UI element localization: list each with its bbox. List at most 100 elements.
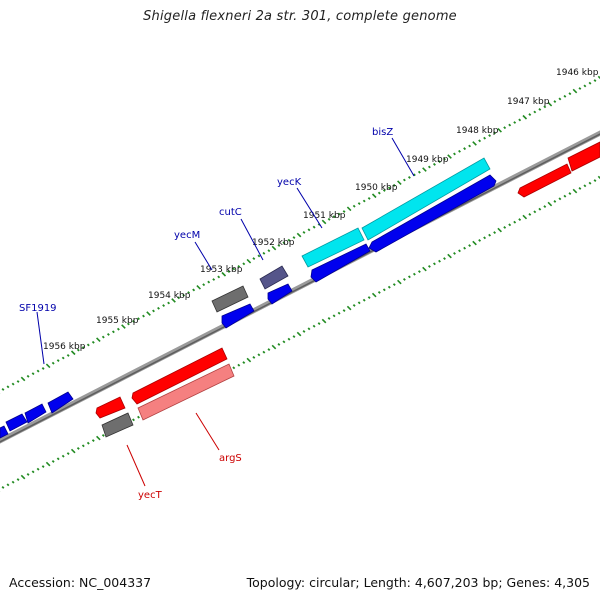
minor-tick bbox=[61, 454, 65, 458]
minor-tick bbox=[593, 179, 597, 183]
minor-tick bbox=[232, 267, 236, 271]
minor-tick bbox=[212, 278, 216, 281]
major-tick bbox=[296, 232, 302, 238]
minor-tick bbox=[488, 134, 492, 138]
major-tick bbox=[171, 298, 176, 303]
gene-label-leaders bbox=[36, 137, 415, 487]
feature-sf1919-blue-3[interactable] bbox=[5, 413, 28, 432]
scale-label: 1946 kbp bbox=[556, 68, 599, 78]
minor-tick bbox=[508, 123, 512, 127]
minor-tick bbox=[588, 81, 592, 85]
minor-tick bbox=[463, 147, 467, 151]
minor-tick bbox=[41, 367, 45, 370]
feature-bisZ-cyan[interactable] bbox=[361, 157, 491, 241]
minor-tick bbox=[528, 113, 532, 117]
minor-tick bbox=[543, 205, 547, 209]
leader-line bbox=[296, 187, 323, 229]
feature-yecT-gray[interactable] bbox=[101, 412, 134, 438]
gene-label-yecM[interactable]: yecM bbox=[174, 230, 200, 241]
feature-yecT-red[interactable] bbox=[95, 396, 126, 419]
feature-yecK-blue[interactable] bbox=[310, 243, 371, 283]
feature-yecM-blue[interactable] bbox=[221, 303, 255, 329]
feature-cutC-dark[interactable] bbox=[259, 265, 289, 290]
feature-yecK-cyan[interactable] bbox=[301, 227, 365, 268]
gene-label-bisZ[interactable]: bisZ bbox=[372, 127, 393, 138]
major-tick bbox=[422, 266, 427, 272]
leader-line bbox=[195, 412, 220, 451]
minor-tick bbox=[287, 238, 291, 242]
feature-sf1919-blue-4[interactable] bbox=[0, 425, 9, 439]
leader-line bbox=[240, 218, 264, 261]
minor-tick bbox=[488, 233, 492, 237]
major-tick bbox=[522, 114, 528, 120]
major-tick bbox=[70, 448, 76, 454]
upper-tick-track bbox=[0, 75, 600, 394]
gene-label-argS[interactable]: argS bbox=[219, 453, 242, 464]
major-tick bbox=[422, 167, 427, 172]
feature-red-far-right[interactable] bbox=[567, 141, 600, 172]
minor-tick bbox=[192, 288, 196, 292]
scale-label: 1953 kbp bbox=[200, 265, 243, 275]
major-tick bbox=[296, 331, 302, 337]
feature-bisZ-blue[interactable] bbox=[368, 174, 497, 253]
minor-tick bbox=[563, 94, 567, 98]
minor-tick bbox=[242, 361, 246, 365]
minor-tick bbox=[342, 309, 346, 313]
major-tick bbox=[497, 227, 502, 233]
minor-tick bbox=[277, 342, 281, 346]
minor-tick bbox=[101, 433, 105, 437]
minor-tick bbox=[443, 257, 446, 261]
minor-tick bbox=[432, 162, 436, 166]
major-tick bbox=[572, 188, 578, 194]
minor-tick bbox=[327, 316, 331, 320]
major-tick bbox=[497, 128, 502, 133]
minor-tick bbox=[91, 439, 95, 443]
major-tick bbox=[121, 324, 126, 329]
minor-tick bbox=[187, 291, 191, 295]
major-tick bbox=[96, 435, 101, 441]
minor-tick bbox=[568, 192, 572, 196]
feature-sf1919-blue-1[interactable] bbox=[47, 391, 74, 414]
minor-tick bbox=[382, 189, 386, 192]
minor-tick bbox=[6, 483, 10, 487]
minor-tick bbox=[508, 223, 512, 227]
gene-label-sf1919[interactable]: SF1919 bbox=[19, 303, 57, 314]
minor-tick bbox=[407, 175, 411, 179]
minor-tick bbox=[558, 97, 562, 101]
minor-tick bbox=[257, 353, 261, 357]
minor-tick bbox=[337, 212, 341, 216]
gene-label-yecK[interactable]: yecK bbox=[277, 177, 302, 188]
accession-text: Accession: NC_004337 bbox=[9, 575, 152, 590]
minor-tick bbox=[453, 152, 456, 156]
minor-tick bbox=[262, 251, 266, 255]
feature-sf1919-blue-2[interactable] bbox=[24, 403, 47, 424]
major-tick bbox=[597, 175, 600, 180]
feature-red-right[interactable] bbox=[517, 163, 572, 198]
major-tick bbox=[321, 318, 327, 324]
minor-tick bbox=[593, 79, 597, 83]
minor-tick bbox=[483, 236, 487, 240]
gene-label-yecT[interactable]: yecT bbox=[138, 490, 163, 501]
feature-argS-pink[interactable] bbox=[137, 363, 235, 421]
minor-tick bbox=[282, 241, 286, 245]
minor-tick bbox=[86, 441, 90, 445]
minor-tick bbox=[81, 444, 85, 448]
major-tick bbox=[45, 461, 51, 467]
minor-tick bbox=[533, 210, 537, 214]
minor-tick bbox=[578, 186, 582, 190]
gene-label-cutC[interactable]: cutC bbox=[219, 207, 242, 218]
major-tick bbox=[196, 285, 201, 290]
minor-tick bbox=[362, 199, 366, 203]
feature-cutC-blue[interactable] bbox=[267, 283, 293, 305]
leader-line bbox=[36, 311, 45, 365]
minor-tick bbox=[458, 149, 461, 153]
minor-tick bbox=[1, 485, 5, 489]
minor-tick bbox=[312, 225, 316, 229]
lower-tick-track bbox=[0, 175, 600, 492]
topology-length-genes-text: Topology: circular; Length: 4,607,203 bp… bbox=[246, 575, 590, 590]
feature-yecM-gray[interactable] bbox=[211, 285, 249, 313]
scale-label: 1952 kbp bbox=[252, 238, 295, 248]
feature-argS-red[interactable] bbox=[131, 347, 228, 405]
minor-tick bbox=[307, 327, 311, 331]
minor-tick bbox=[367, 196, 371, 200]
